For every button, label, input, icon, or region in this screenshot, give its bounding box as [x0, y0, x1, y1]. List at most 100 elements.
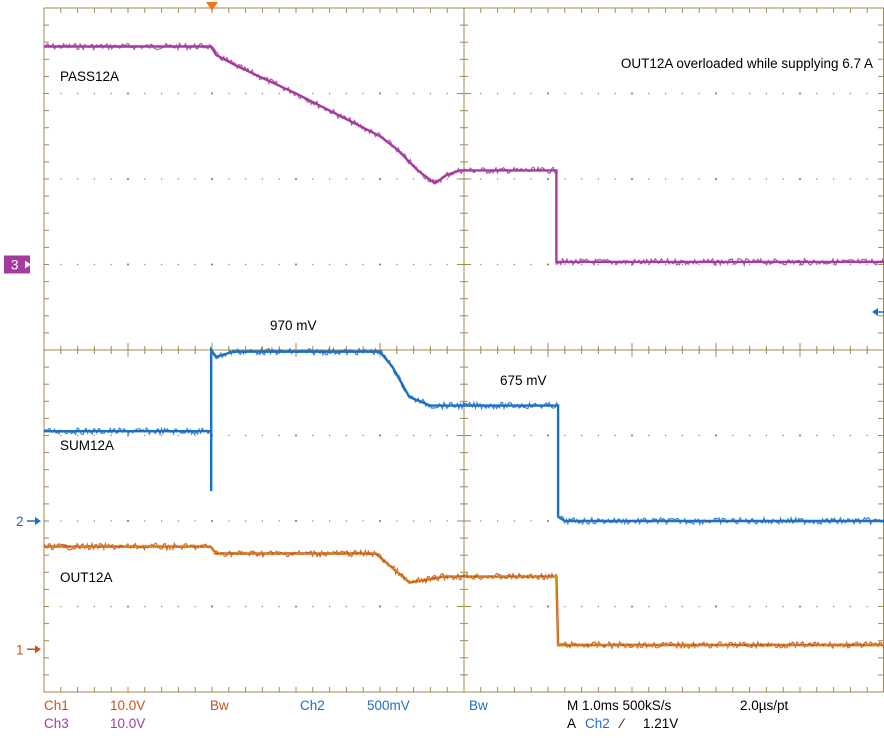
series-label-pass12a: PASS12A — [60, 69, 119, 84]
grid-minor-dot — [278, 178, 280, 180]
grid-minor-dot — [194, 605, 196, 608]
grid-minor-dot — [429, 434, 432, 437]
grid-minor-dot — [816, 92, 818, 95]
ch-ref-marker-1-arrow — [35, 645, 41, 654]
grid-minor-dot — [732, 263, 734, 266]
grid-minor-dot — [379, 520, 381, 522]
grid-minor-dot — [799, 434, 801, 437]
grid-minor-dot — [631, 605, 633, 608]
grid-minor-dot — [261, 178, 264, 180]
ch3-scale: 10.0V — [110, 716, 145, 731]
grid-minor-dot — [362, 178, 364, 180]
grid-minor-dot — [547, 263, 549, 266]
grid-minor-dot — [127, 263, 129, 266]
grid-minor-dot — [144, 520, 146, 522]
ch-ref-marker-3-arrow — [25, 260, 31, 269]
grid-minor-dot — [580, 178, 583, 180]
grid-minor-dot — [429, 520, 432, 522]
grid-minor-dot — [446, 178, 448, 180]
grid-minor-dot — [379, 434, 381, 437]
grid-minor-dot — [396, 520, 398, 522]
trace-sum12a — [44, 346, 884, 523]
grid-minor-dot — [278, 605, 280, 608]
grid-minor-dot — [698, 434, 700, 437]
grid-minor-dot — [648, 263, 650, 266]
grid-minor-dot — [362, 263, 364, 266]
grid-minor-dot — [177, 520, 180, 522]
grid-minor-dot — [513, 92, 516, 95]
grid-minor-dot — [60, 92, 62, 95]
grid-minor-dot — [362, 520, 364, 522]
grid-minor-dot — [765, 434, 768, 437]
grid-minor-dot — [446, 92, 448, 95]
grid-minor-dot — [194, 92, 196, 95]
grid-minor-dot — [379, 178, 381, 180]
grid-minor-dot — [513, 263, 516, 266]
grid-minor-dot — [194, 263, 196, 266]
grid-minor-dot — [76, 178, 79, 180]
grid-minor-dot — [530, 434, 532, 437]
grid-minor-dot — [849, 263, 852, 266]
waveform-traces — [43, 41, 884, 651]
grid-minor-dot — [379, 92, 381, 95]
grid-minor-dot — [194, 520, 196, 522]
grid-minor-dot — [244, 520, 247, 522]
grid-minor-dot — [412, 263, 415, 266]
grid-minor-dot — [278, 92, 280, 95]
grid-minor-dot — [446, 520, 448, 522]
trace-pass12a — [44, 45, 884, 264]
grid-minor-dot — [547, 605, 549, 608]
grid-minor-dot — [530, 605, 532, 608]
grid-minor-dot — [76, 605, 79, 608]
ch3-label: Ch3 — [44, 716, 69, 731]
grid-minor-dot — [295, 605, 297, 608]
ch2-label: Ch2 — [300, 698, 325, 713]
ch-ref-marker-1-label: 1 — [16, 642, 24, 657]
grid-minor-dot — [664, 434, 667, 437]
grid-minor-dot — [110, 92, 112, 95]
grid-minor-dot — [748, 263, 751, 266]
grid-minor-dot — [597, 263, 600, 266]
grid-minor-dot — [328, 434, 331, 437]
grid-minor-dot — [732, 178, 734, 180]
grid-minor-dot — [93, 178, 96, 180]
grid-minor-dot — [547, 520, 549, 522]
grid-minor-dot — [379, 263, 381, 266]
grid-minor-dot — [312, 178, 314, 180]
grid-minor-dot — [328, 263, 331, 266]
trigger-prefix: A — [567, 716, 576, 731]
grid-minor-dot — [261, 263, 264, 266]
grid-minor-dot — [110, 520, 112, 522]
grid-minor-dot — [328, 520, 331, 522]
grid-minor-dot — [530, 92, 532, 95]
grid-minor-dot — [228, 92, 230, 95]
grid-minor-dot — [564, 605, 566, 608]
grid-minor-dot — [160, 92, 163, 95]
grid-minor-dot — [295, 434, 297, 437]
grid-minor-dot — [715, 178, 717, 180]
grid-minor-dot — [816, 263, 818, 266]
grid-minor-dot — [244, 434, 247, 437]
ch2-scale: 500mV — [367, 698, 410, 713]
grid-minor-dot — [648, 92, 650, 95]
grid-minor-dot — [765, 92, 768, 95]
grid-minor-dot — [261, 605, 264, 608]
grid-minor-dot — [177, 605, 180, 608]
grid-minor-dot — [564, 178, 566, 180]
grid-minor-dot — [127, 178, 129, 180]
grid-minor-dot — [782, 92, 784, 95]
sample-interval: 2.0µs/pt — [740, 698, 789, 713]
grid-minor-dot — [480, 605, 482, 608]
grid-minor-dot — [211, 263, 213, 266]
grid-minor-dot — [110, 263, 112, 266]
graticule — [43, 7, 884, 693]
grid-minor-dot — [446, 263, 448, 266]
grid-minor-dot — [480, 178, 482, 180]
grid-minor-dot — [866, 92, 868, 95]
grid-minor-dot — [631, 92, 633, 95]
grid-minor-dot — [614, 92, 616, 95]
grid-minor-dot — [396, 434, 398, 437]
grid-minor-dot — [648, 434, 650, 437]
grid-minor-dot — [194, 434, 196, 437]
